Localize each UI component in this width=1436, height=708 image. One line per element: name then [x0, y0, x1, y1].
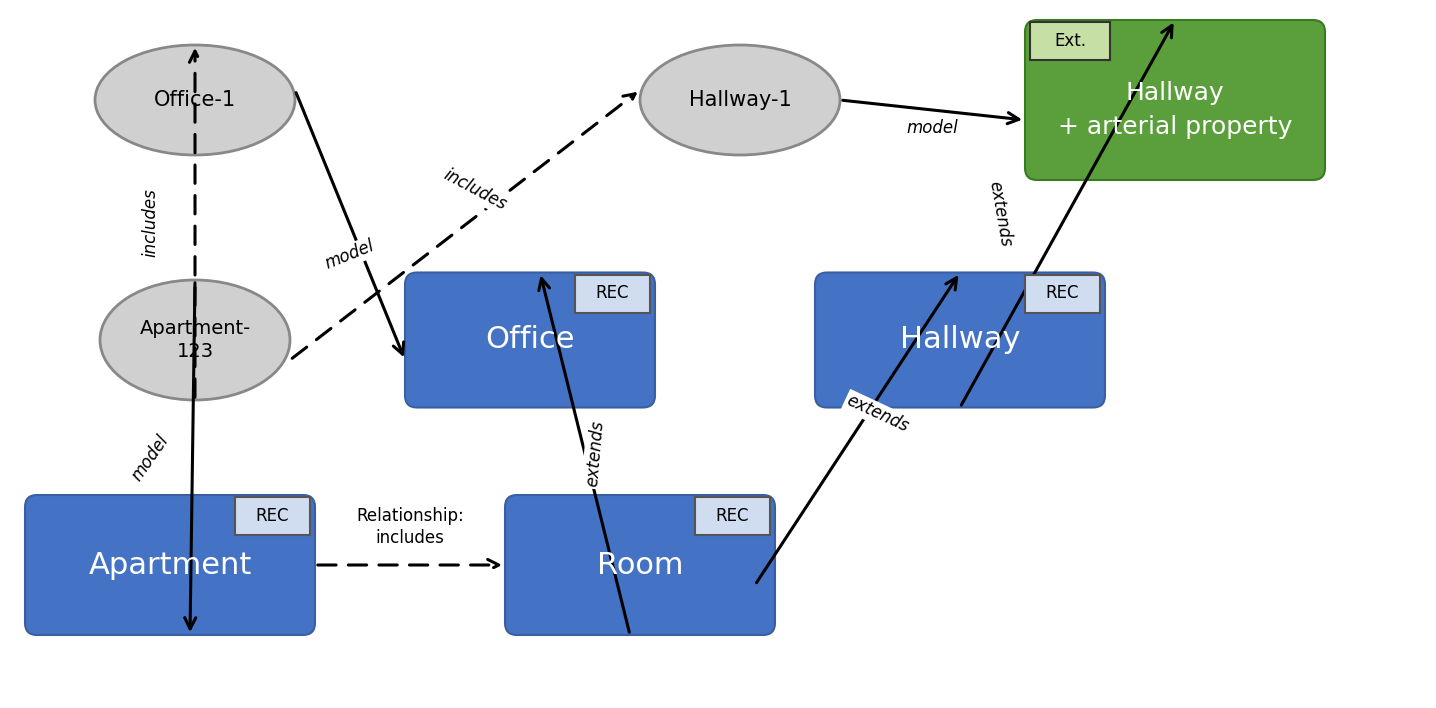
FancyBboxPatch shape [816, 273, 1104, 408]
Text: model: model [906, 119, 958, 137]
Text: extends: extends [985, 179, 1015, 248]
Ellipse shape [95, 45, 294, 155]
FancyBboxPatch shape [1025, 275, 1100, 312]
Text: Hallway
+ arterial property: Hallway + arterial property [1058, 81, 1292, 139]
Text: REC: REC [715, 507, 750, 525]
FancyBboxPatch shape [695, 497, 770, 535]
FancyBboxPatch shape [405, 273, 655, 408]
Ellipse shape [640, 45, 840, 155]
FancyBboxPatch shape [505, 495, 775, 635]
Text: model: model [323, 237, 378, 273]
FancyBboxPatch shape [1025, 20, 1325, 180]
Text: Apartment: Apartment [88, 551, 251, 580]
Text: Ext.: Ext. [1054, 32, 1086, 50]
Text: Room: Room [597, 551, 684, 580]
Text: model: model [128, 431, 172, 484]
Text: Apartment-
123: Apartment- 123 [139, 319, 251, 361]
Text: REC: REC [596, 285, 629, 302]
Text: REC: REC [1045, 285, 1080, 302]
Text: Hallway: Hallway [900, 326, 1020, 355]
Text: Hallway-1: Hallway-1 [689, 90, 791, 110]
Text: Relationship:
includes: Relationship: includes [356, 507, 464, 547]
Text: Office: Office [485, 326, 574, 355]
Text: includes: includes [441, 166, 510, 214]
FancyBboxPatch shape [574, 275, 651, 312]
Text: extends: extends [843, 392, 912, 436]
Text: Office-1: Office-1 [154, 90, 236, 110]
FancyBboxPatch shape [1030, 22, 1110, 60]
Text: REC: REC [256, 507, 289, 525]
Ellipse shape [101, 280, 290, 400]
FancyBboxPatch shape [24, 495, 314, 635]
Text: extends: extends [583, 420, 607, 488]
Text: includes: includes [141, 188, 159, 257]
FancyBboxPatch shape [236, 497, 310, 535]
